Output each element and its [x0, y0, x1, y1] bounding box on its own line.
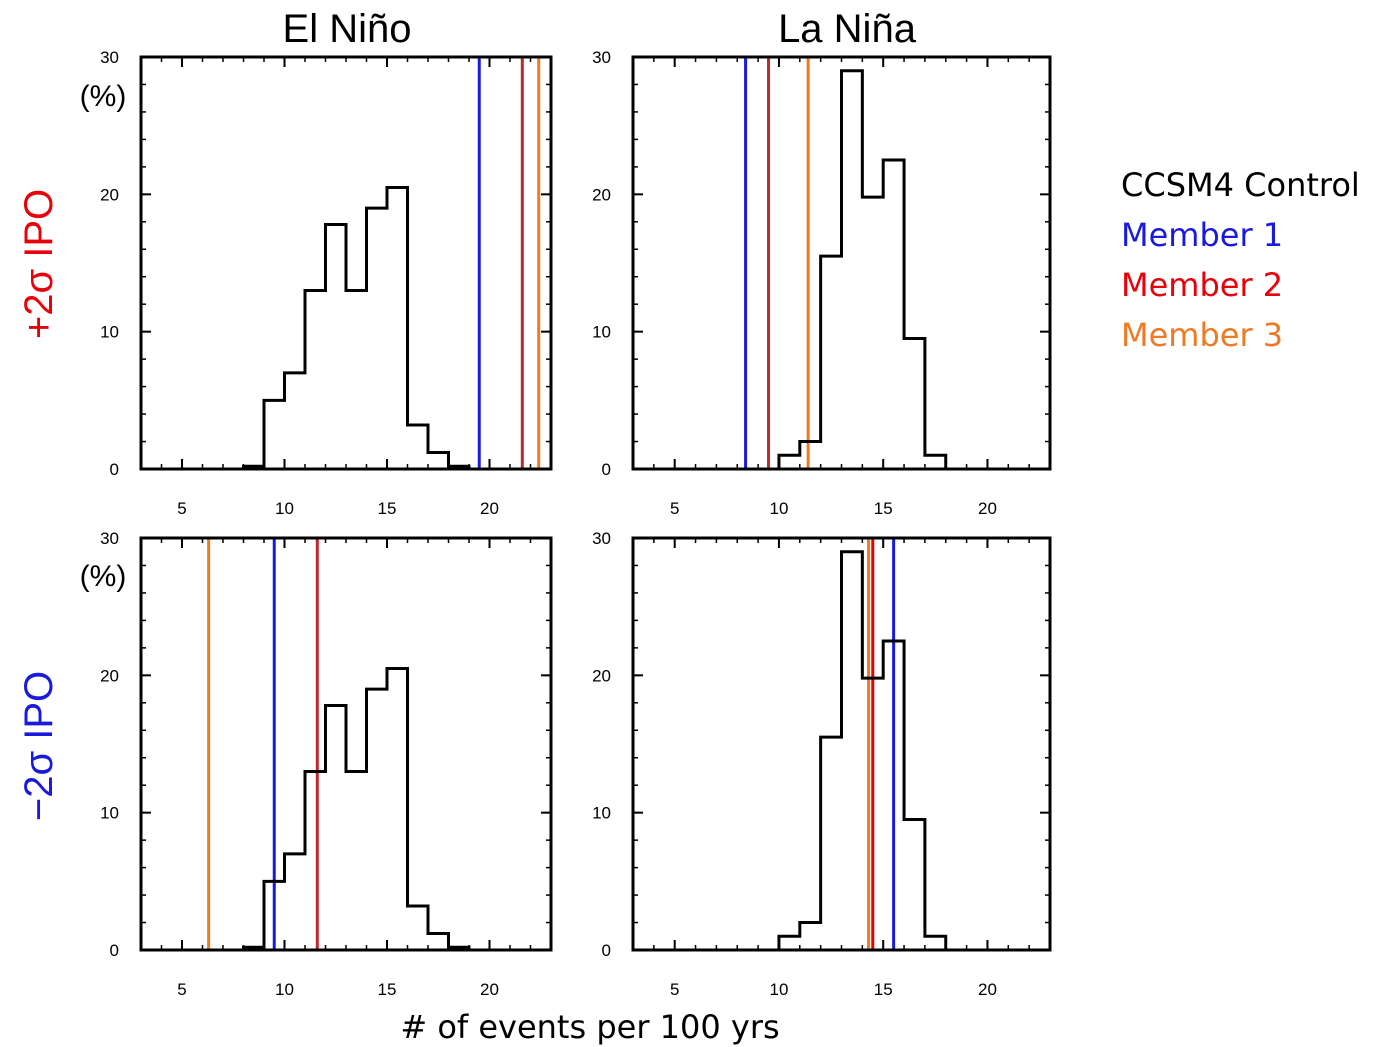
y-tick-label: 0 — [110, 941, 119, 960]
y-tick-label: 30 — [592, 48, 611, 67]
plot-frame — [631, 55, 1052, 471]
y-tick-label: 0 — [602, 460, 611, 479]
y-tick-label: 10 — [592, 323, 611, 342]
panel-2: 0 10 20 30 5 10 15 20 — [592, 48, 1052, 518]
col-title-el-nino: El Niño — [283, 7, 412, 51]
y-tick-label: 20 — [100, 666, 119, 685]
y-tick-label: 20 — [100, 185, 119, 204]
y-tick-label: 10 — [592, 804, 611, 823]
x-tick-label: 15 — [378, 499, 397, 518]
histogram-ccsm4-control — [141, 666, 551, 952]
histogram-ccsm4-control — [633, 69, 1050, 471]
legend-item-member-1: Member 1 — [1121, 216, 1283, 254]
x-tick-label: 15 — [378, 980, 397, 999]
y-tick-label: 10 — [100, 804, 119, 823]
y-unit-label-bottom: (%) — [80, 560, 127, 593]
x-tick-label: 5 — [177, 499, 186, 518]
y-tick-label: 0 — [602, 941, 611, 960]
x-tick-label: 10 — [769, 499, 788, 518]
legend-item-member-2: Member 2 — [1121, 266, 1283, 304]
y-tick-label: 30 — [592, 529, 611, 548]
x-tick-label: 20 — [978, 499, 997, 518]
x-tick-label: 20 — [480, 980, 499, 999]
x-tick-label: 20 — [480, 499, 499, 518]
row-label-plus2sigma-ipo: +2σ IPO — [17, 189, 61, 339]
legend-item-ccsm4-control: CCSM4 Control — [1121, 166, 1360, 204]
panel-1: 0 10 20 30 5 10 15 20 — [100, 48, 553, 518]
legend-item-member-3: Member 3 — [1121, 316, 1283, 354]
panel-3: 0 10 20 30 5 10 15 20 — [100, 529, 553, 999]
legend: CCSM4 Control Member 1 Member 2 Member 3 — [1121, 166, 1360, 354]
y-tick-label: 20 — [592, 185, 611, 204]
plot-frame — [631, 536, 1052, 952]
x-axis-label: # of events per 100 yrs — [400, 1008, 779, 1046]
x-tick-label: 10 — [769, 980, 788, 999]
x-tick-label: 20 — [978, 980, 997, 999]
row-label-minus2sigma-ipo: −2σ IPO — [17, 671, 61, 821]
x-tick-label: 15 — [874, 499, 893, 518]
x-tick-label: 15 — [874, 980, 893, 999]
histogram-ccsm4-control — [141, 185, 551, 471]
histogram-ccsm4-control — [633, 550, 1050, 952]
plot-frame — [139, 536, 553, 952]
panel-4: 0 10 20 30 5 10 15 20 — [592, 529, 1052, 999]
y-tick-label: 20 — [592, 666, 611, 685]
x-tick-label: 5 — [670, 980, 679, 999]
histogram-panels: 0 10 20 30 5 10 15 20 0 10 20 30 5 10 15 20 0 10 20 30 5 10 15… — [100, 48, 1052, 999]
y-tick-label: 30 — [100, 48, 119, 67]
y-tick-label: 10 — [100, 323, 119, 342]
x-tick-label: 10 — [275, 980, 294, 999]
y-unit-label-top: (%) — [80, 80, 127, 113]
y-tick-label: 0 — [110, 460, 119, 479]
x-tick-label: 5 — [670, 499, 679, 518]
col-title-la-nina: La Niña — [778, 7, 917, 51]
plot-frame — [139, 55, 553, 471]
x-tick-label: 5 — [177, 980, 186, 999]
y-tick-label: 30 — [100, 529, 119, 548]
x-tick-label: 10 — [275, 499, 294, 518]
